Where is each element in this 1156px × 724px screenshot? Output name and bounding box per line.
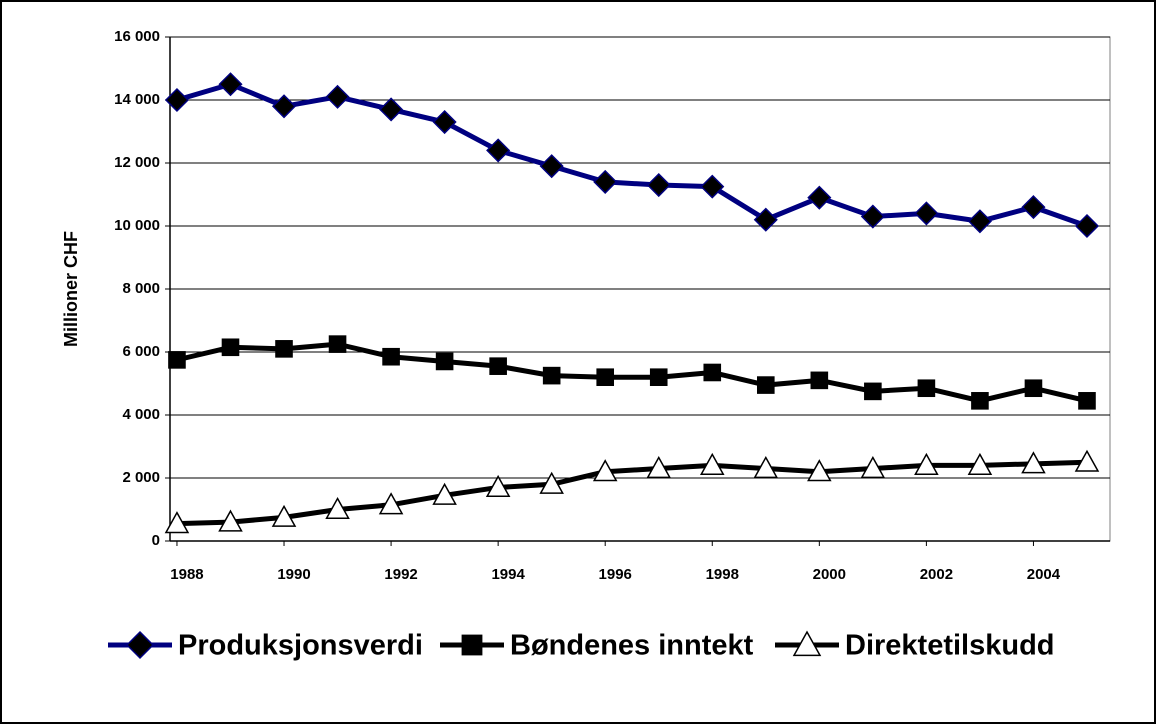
x-tick-label: 2002 — [920, 566, 953, 583]
marker — [328, 335, 347, 353]
marker — [168, 351, 186, 369]
x-tick-label: 1998 — [706, 566, 739, 583]
marker — [1021, 451, 1046, 474]
marker — [592, 459, 618, 482]
marker — [914, 452, 939, 475]
x-tick-label: 2004 — [1027, 566, 1061, 583]
marker — [753, 207, 778, 232]
legend-marker — [461, 634, 483, 656]
marker — [700, 174, 725, 199]
y-tick-label: 0 — [152, 532, 160, 549]
series-line — [176, 341, 1088, 404]
y-tick-label: 14 000 — [114, 91, 160, 108]
marker — [967, 209, 992, 234]
marker — [271, 94, 297, 119]
marker — [810, 371, 829, 390]
marker — [860, 204, 885, 229]
marker — [542, 366, 561, 385]
marker — [378, 492, 404, 515]
marker — [275, 340, 293, 358]
marker — [379, 97, 404, 122]
legend-marker — [125, 630, 155, 660]
y-tick-label: 4 000 — [122, 406, 160, 423]
x-tick-label: 1994 — [491, 566, 525, 583]
marker — [699, 452, 725, 475]
marker — [539, 154, 564, 179]
marker — [485, 474, 511, 497]
marker — [325, 496, 350, 520]
legend-marker — [792, 630, 822, 657]
marker — [864, 382, 882, 401]
legend-label: Bøndenes inntekt — [510, 630, 754, 662]
marker — [756, 376, 775, 394]
marker — [1074, 213, 1100, 239]
x-tick-label: 1996 — [599, 566, 632, 583]
marker — [646, 172, 671, 198]
y-tick-label: 10 000 — [114, 217, 160, 234]
marker — [271, 504, 297, 527]
marker — [596, 368, 615, 386]
marker — [917, 379, 936, 398]
legend-label: Produksjonsverdi — [178, 630, 423, 662]
marker — [807, 459, 832, 482]
marker — [382, 347, 400, 366]
marker — [432, 482, 457, 505]
x-tick-label: 1988 — [170, 566, 203, 583]
marker — [435, 352, 454, 371]
legend-label: Direktetilskudd — [845, 630, 1055, 662]
y-axis-label: Millioner CHF — [61, 231, 81, 347]
marker — [164, 511, 190, 534]
marker — [164, 87, 190, 113]
marker — [860, 456, 886, 479]
marker — [649, 368, 668, 386]
y-tick-label: 6 000 — [122, 343, 160, 360]
marker — [967, 452, 993, 475]
marker — [325, 84, 350, 109]
marker — [1074, 449, 1100, 472]
y-tick-label: 2 000 — [122, 469, 160, 486]
marker — [1078, 392, 1096, 410]
marker — [218, 72, 243, 97]
y-tick-label: 12 000 — [114, 154, 160, 171]
series-line — [176, 459, 1088, 527]
marker — [432, 109, 457, 135]
marker — [971, 392, 989, 410]
marker — [1021, 195, 1046, 220]
marker — [489, 357, 507, 375]
marker — [593, 169, 618, 194]
marker — [221, 338, 240, 357]
marker — [646, 456, 672, 479]
marker — [539, 471, 564, 494]
marker — [914, 201, 939, 226]
x-tick-label: 1992 — [384, 566, 417, 583]
marker — [703, 363, 722, 382]
marker — [807, 185, 832, 210]
marker — [486, 138, 511, 163]
y-tick-label: 8 000 — [122, 280, 160, 297]
x-tick-label: 2000 — [813, 566, 846, 583]
y-tick-label: 16 000 — [114, 28, 160, 45]
marker — [1024, 379, 1043, 398]
marker — [218, 509, 243, 532]
x-tick-label: 1990 — [277, 566, 310, 583]
marker — [753, 456, 779, 479]
